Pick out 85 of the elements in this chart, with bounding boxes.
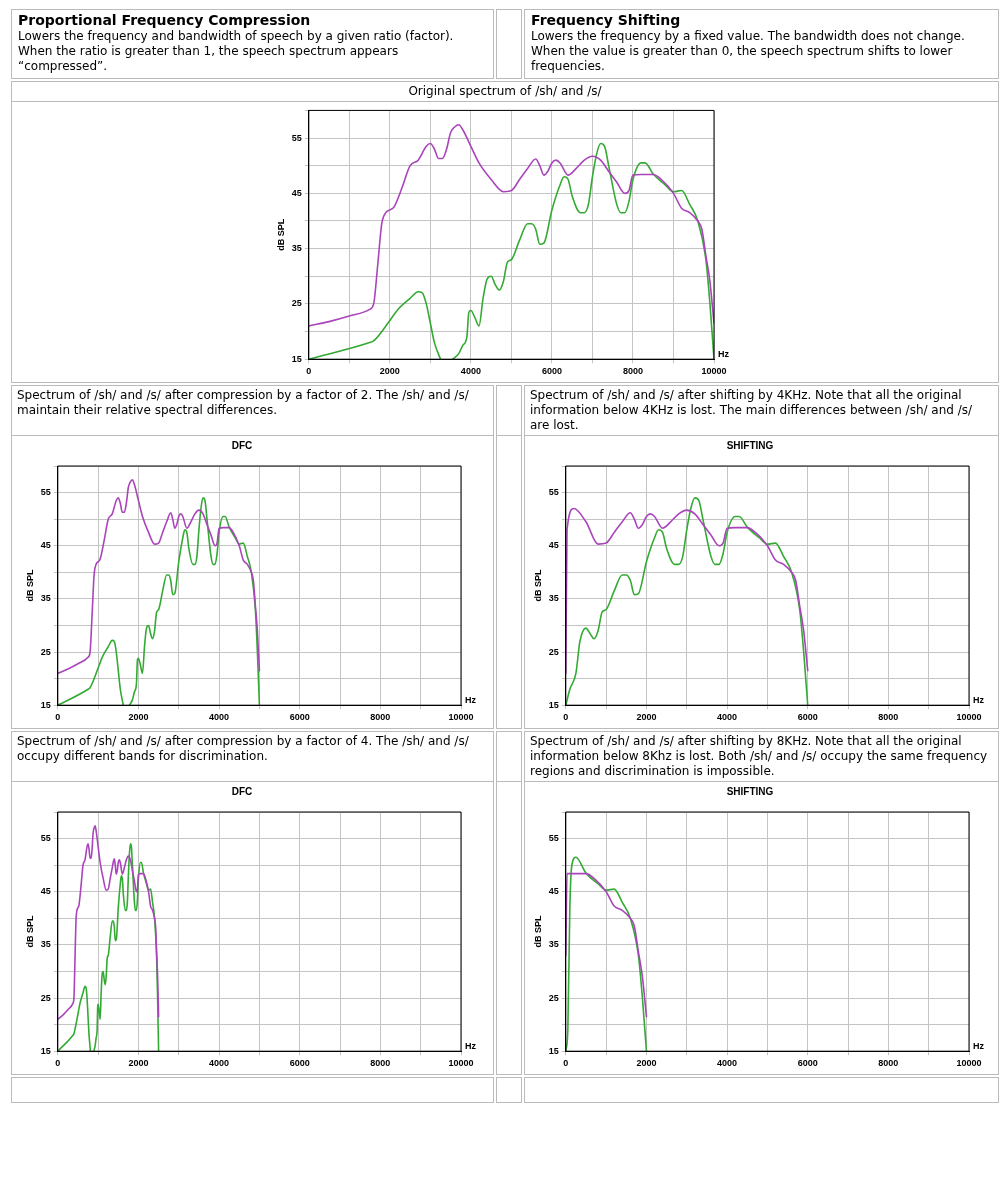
y-tick-label: 55 [40,487,51,498]
text: Spectrum of /sh/ and /s/ after shifting by 4KHz. Note that all the original information below 4KHz is lost. The main differences between /sh/ and /s/ are lost. [524,386,998,436]
x-axis-title: Hz [464,1041,476,1052]
y-tick-label: 55 [40,833,51,844]
y-tick-label: 45 [549,540,560,551]
x-tick-label: 0 [563,1058,569,1069]
y-tick-label: 35 [40,939,51,950]
x-tick-label: 2000 [127,1058,148,1069]
x-tick-label: 2000 [636,1058,657,1069]
line-series [57,825,159,1021]
chart-title: SHIFTING [727,439,775,451]
y-tick-label: 15 [549,699,560,710]
line-series [57,479,260,675]
x-tick-label: 8000 [878,712,899,723]
line-series [566,507,810,675]
text: Lowers the frequency by a fixed value. The bandwidth does not change. When the value is greater than 0, the speech spectrum shifts to lower frequencies. [530,29,966,74]
y-tick-label: 35 [549,593,560,604]
x-tick-label: 10000 [447,1058,474,1069]
y-tick-label: 15 [40,699,51,710]
x-tick-label: 4000 [717,712,738,723]
x-tick-label: 0 [563,712,569,723]
chart-title: DFC [231,439,252,451]
chart-title: DFC [231,785,252,797]
y-tick-label: 45 [291,187,302,198]
text: Spectrum of /sh/ and /s/ after shifting by 8KHz. Note that all the original information below 8Khz is lost. Both /sh/ and /s/ occupy the same frequency regions and discrimination is impossible. [524,732,998,782]
x-tick-label: 6000 [289,712,310,723]
x-tick-label: 6000 [798,1058,819,1069]
y-tick-label: 15 [291,353,302,364]
text: Frequency Shifting [530,12,682,29]
y-tick-label: 25 [549,992,560,1003]
y-tick-label: 45 [40,540,51,551]
x-tick-label: 6000 [289,1058,310,1069]
y-tick-label: 35 [40,593,51,604]
y-tick-label: 35 [549,939,560,950]
x-axis-title: Hz [973,1041,985,1052]
text: Spectrum of /sh/ and /s/ after compression by a factor of 4. The /sh/ and /s/ occupy different bands for discrimination. [12,732,494,782]
x-tick-label: 10000 [701,366,727,377]
y-tick-label: 15 [40,1045,51,1056]
x-tick-label: 6000 [798,712,819,723]
x-tick-label: 4000 [460,366,481,377]
y-axis-title: dB SPL [533,915,544,948]
x-tick-label: 4000 [208,712,229,723]
x-tick-label: 8000 [369,712,390,723]
chart-title: Original spectrum of /sh/ and /s/ [12,82,998,102]
y-tick-label: 45 [40,886,51,897]
chart-title: SHIFTING [727,785,775,797]
x-tick-label: 0 [54,712,60,723]
x-axis-title: Hz [973,695,985,706]
text: Lowers the frequency and bandwidth of speech by a given ratio (factor). When the ratio is greater than 1, the speech spectrum appears “compressed”. [18,29,455,74]
x-tick-label: 10000 [956,712,982,723]
x-tick-label: 2000 [379,366,400,377]
line-series [566,856,648,1052]
y-tick-label: 25 [549,646,560,657]
x-tick-label: 4000 [208,1058,229,1069]
x-tick-label: 0 [306,366,312,377]
x-tick-label: 8000 [622,366,643,377]
y-axis-title: dB SPL [24,569,35,602]
y-tick-label: 25 [40,646,51,657]
line-series [566,872,648,1018]
x-tick-label: 0 [54,1058,60,1069]
x-tick-label: 10000 [956,1058,982,1069]
y-tick-label: 45 [549,886,560,897]
y-tick-label: 35 [291,243,302,254]
x-tick-label: 2000 [127,712,148,723]
line-series [566,497,810,706]
y-tick-label: 25 [291,298,302,309]
x-tick-label: 4000 [717,1058,738,1069]
y-axis-title: dB SPL [24,915,35,948]
x-tick-label: 8000 [369,1058,390,1069]
y-tick-label: 55 [549,833,560,844]
y-tick-label: 55 [291,132,302,143]
text: Spectrum of /sh/ and /s/ after compression by a factor of 2. The /sh/ and /s/ maintain their relative spectral differences. [12,386,494,436]
y-axis-title: dB SPL [275,218,286,251]
y-axis-title: dB SPL [533,569,544,602]
y-tick-label: 15 [549,1045,560,1056]
y-tick-label: 55 [549,487,560,498]
x-tick-label: 6000 [541,366,562,377]
x-axis-title: Hz [718,349,730,360]
x-tick-label: 10000 [447,712,474,723]
x-axis-title: Hz [464,695,476,706]
text: Proportional Frequency Compression [18,12,312,29]
x-tick-label: 2000 [636,712,657,723]
x-tick-label: 8000 [878,1058,899,1069]
line-series [308,123,714,327]
y-tick-label: 25 [40,992,51,1003]
